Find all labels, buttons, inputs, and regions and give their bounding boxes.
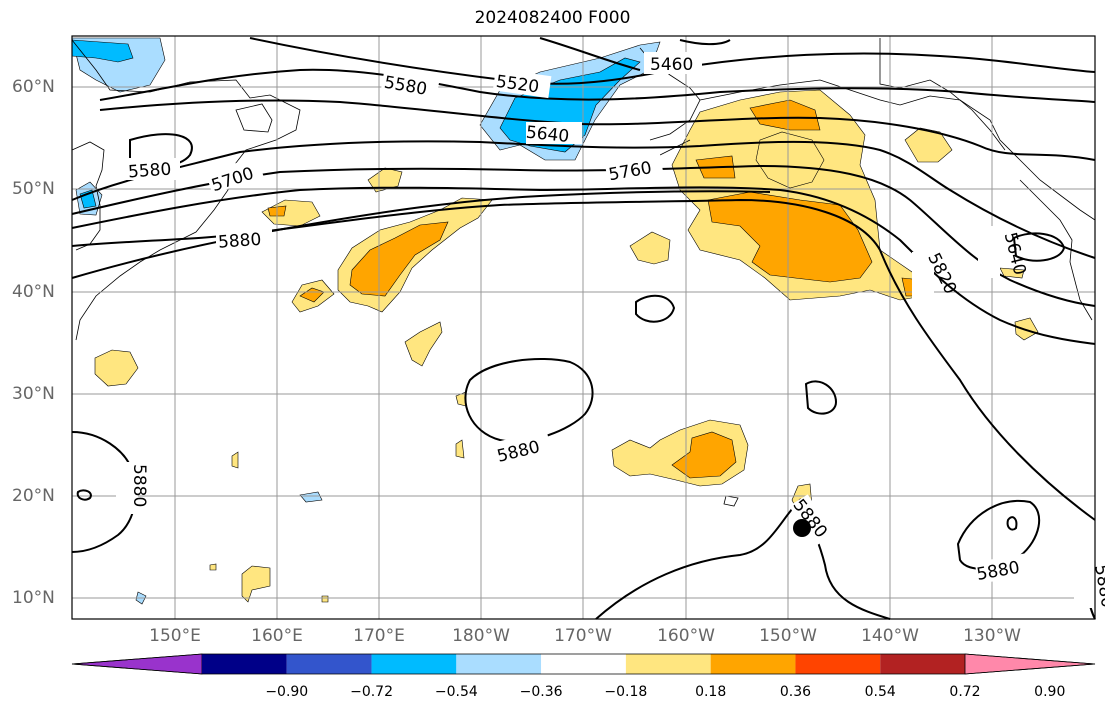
colorbar bbox=[71, 653, 1096, 675]
colorbar-extend-low bbox=[71, 653, 203, 675]
colorbar-tick-label: 0.18 bbox=[695, 684, 727, 700]
positive-shade bbox=[404, 321, 443, 367]
colorbar-segment bbox=[625, 654, 711, 674]
lat-label: 50°N bbox=[12, 179, 55, 199]
colorbar-tick-label: −0.72 bbox=[350, 684, 393, 700]
lon-label: 180°W bbox=[452, 626, 510, 646]
positive-shade bbox=[749, 99, 821, 131]
colorbar-tick-label: 0.72 bbox=[949, 684, 981, 700]
colorbar-tick-label: −0.90 bbox=[265, 684, 309, 700]
colorbar-outline bbox=[71, 653, 1096, 675]
positive-shade bbox=[231, 451, 239, 469]
colorbar-segment bbox=[880, 654, 965, 674]
negative-shade bbox=[299, 491, 323, 503]
contour-label: 5700 bbox=[209, 164, 256, 196]
contour-label: 5880 bbox=[217, 230, 262, 253]
colorbar-segment bbox=[795, 654, 881, 674]
map-title: 2024082400 F000 bbox=[474, 8, 631, 28]
lat-label: 40°N bbox=[12, 282, 55, 302]
positive-shade bbox=[241, 565, 271, 603]
lat-label: 30°N bbox=[12, 384, 55, 404]
colorbar-segment bbox=[371, 654, 457, 674]
positive-shade bbox=[367, 167, 403, 193]
shading-layer bbox=[71, 37, 1039, 605]
contour-label: 5880 bbox=[129, 464, 149, 507]
lon-label: 150°E bbox=[149, 626, 201, 646]
colorbar-tick-label: 0.54 bbox=[864, 684, 896, 700]
lon-label: 150°W bbox=[759, 626, 817, 646]
lon-label: 130°W bbox=[963, 626, 1021, 646]
colorbar-segment bbox=[456, 654, 542, 674]
lon-label: 170°W bbox=[554, 626, 612, 646]
colorbar-segment bbox=[202, 654, 287, 674]
contour-label: 5640 bbox=[525, 123, 570, 147]
colorbar-tick-label: −0.18 bbox=[604, 684, 648, 700]
colorbar-segment bbox=[710, 654, 796, 674]
lat-label: 60°N bbox=[12, 77, 55, 97]
lon-label: 160°E bbox=[251, 626, 303, 646]
lat-label: 10°N bbox=[12, 588, 55, 608]
positive-shade bbox=[321, 595, 329, 603]
lat-label: 20°N bbox=[12, 486, 55, 506]
colorbar-segment bbox=[541, 654, 626, 674]
positive-shade bbox=[904, 127, 953, 163]
positive-shade bbox=[94, 349, 139, 387]
location-marker bbox=[793, 519, 811, 537]
positive-shade bbox=[999, 267, 1025, 279]
positive-shade bbox=[629, 231, 671, 265]
colorbar-tick-label: 0.36 bbox=[779, 684, 812, 700]
contour-label: 5460 bbox=[650, 55, 693, 75]
lon-label: 140°W bbox=[861, 626, 919, 646]
colorbar-tick-label: −0.36 bbox=[519, 684, 563, 700]
contour-labels: 5460 5520 5580 5580 5640 5700 5760 5880 … bbox=[116, 52, 1105, 609]
colorbar-tick-label: 0.90 bbox=[1034, 684, 1066, 700]
height-contours bbox=[71, 37, 1096, 620]
colorbar-extend-high bbox=[964, 653, 1096, 675]
positive-shade bbox=[671, 431, 737, 479]
positive-shade bbox=[209, 563, 217, 571]
lon-label: 160°W bbox=[657, 626, 715, 646]
positive-shade bbox=[455, 439, 465, 459]
map-frame bbox=[71, 35, 1096, 620]
contour-label: 5580 bbox=[127, 160, 172, 183]
lon-label: 170°E bbox=[353, 626, 405, 646]
colorbar-tick-label: −0.54 bbox=[434, 684, 478, 700]
colorbar-segment bbox=[286, 654, 372, 674]
